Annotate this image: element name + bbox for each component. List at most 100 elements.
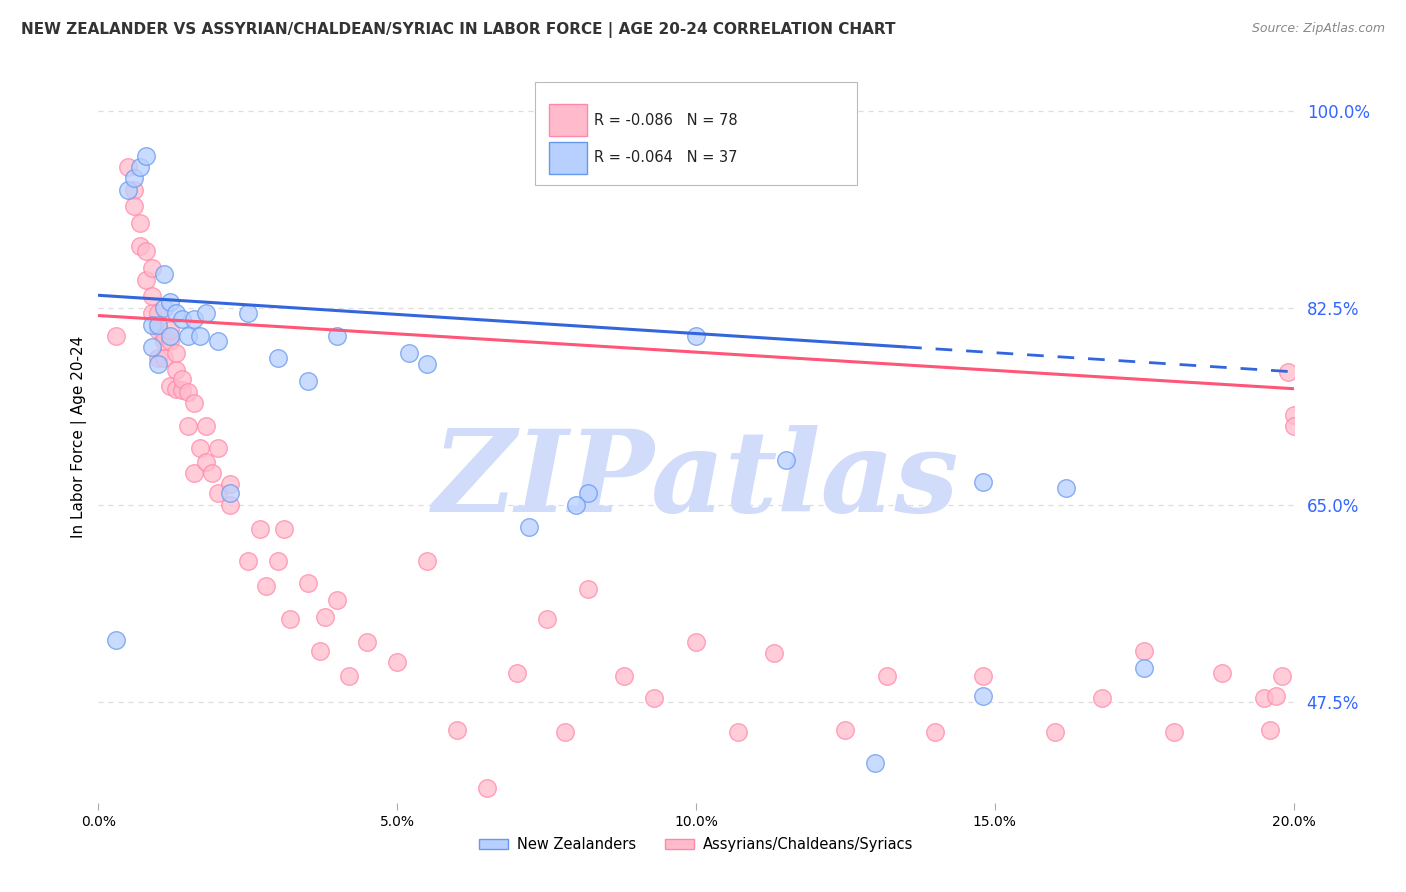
Point [236,306,259,320]
Point [554,725,576,739]
Point [1277,365,1299,379]
Point [446,723,468,737]
Point [775,452,797,467]
Point [141,261,163,276]
Point [159,379,181,393]
Point [972,475,994,489]
Point [141,318,163,332]
Point [105,328,128,343]
Point [517,520,540,534]
Point [326,593,349,607]
Point [1258,723,1281,737]
Point [1043,725,1066,739]
Point [972,668,994,682]
Point [267,351,290,366]
Point [762,646,785,660]
Point [475,781,498,796]
Point [308,644,330,658]
Point [201,466,224,480]
Point [148,351,170,366]
Point [105,632,128,647]
Point [1133,644,1156,658]
Point [177,328,200,343]
Point [536,612,558,626]
Point [565,498,588,512]
Point [135,272,157,286]
Text: R = -0.086   N = 78: R = -0.086 N = 78 [595,113,738,128]
FancyBboxPatch shape [548,143,588,175]
Point [177,385,200,400]
Point [129,239,152,253]
Point [183,466,205,480]
Point [165,362,187,376]
Point [159,295,181,310]
Point [398,345,420,359]
Point [416,554,439,568]
Point [613,668,636,682]
Point [195,418,218,433]
Point [159,334,181,349]
Point [183,312,205,326]
Point [165,306,187,320]
Point [148,318,170,332]
Point [685,635,707,649]
Point [148,357,170,371]
Y-axis label: In Labor Force | Age 20-24: In Labor Force | Age 20-24 [72,336,87,538]
Text: ZIPatlas: ZIPatlas [433,425,959,536]
Text: NEW ZEALANDER VS ASSYRIAN/CHALDEAN/SYRIAC IN LABOR FORCE | AGE 20-24 CORRELATION: NEW ZEALANDER VS ASSYRIAN/CHALDEAN/SYRIA… [21,22,896,38]
Point [177,418,200,433]
Point [219,498,242,512]
Text: R = -0.064   N = 37: R = -0.064 N = 37 [595,150,738,165]
Point [183,396,205,410]
Text: Source: ZipAtlas.com: Source: ZipAtlas.com [1251,22,1385,36]
Point [273,522,295,536]
Point [1091,691,1114,706]
Point [188,442,211,456]
Point [159,328,181,343]
Point [165,345,187,359]
Point [1056,481,1078,495]
Point [172,383,194,397]
Point [153,301,176,315]
Point [124,171,146,186]
Point [1264,689,1286,703]
Point [416,357,439,371]
Point [117,160,139,174]
Point [643,691,665,706]
Point [297,374,319,388]
Point [297,576,319,591]
Point [135,244,157,259]
Point [153,334,176,349]
Point [129,160,152,174]
Point [135,149,157,163]
Point [1211,666,1233,681]
Point [141,306,163,320]
Point [356,635,378,649]
Point [578,582,600,596]
Point [1282,418,1305,433]
Point [207,442,229,456]
Point [129,216,152,230]
Point [124,199,146,213]
Point [876,668,898,682]
Point [1163,725,1185,739]
Point [326,328,349,343]
Point [578,486,600,500]
Point [141,289,163,303]
Point [278,612,301,626]
Point [1282,408,1305,422]
Point [385,655,409,669]
Point [159,323,181,337]
FancyBboxPatch shape [534,82,858,185]
Point [315,610,337,624]
Point [188,328,211,343]
Point [172,312,194,326]
Point [195,455,218,469]
Point [219,486,242,500]
Point [172,371,194,385]
Point [195,306,218,320]
Point [124,182,146,196]
Legend: New Zealanders, Assyrians/Chaldeans/Syriacs: New Zealanders, Assyrians/Chaldeans/Syri… [472,831,920,858]
Point [219,477,242,491]
Point [1271,668,1294,682]
